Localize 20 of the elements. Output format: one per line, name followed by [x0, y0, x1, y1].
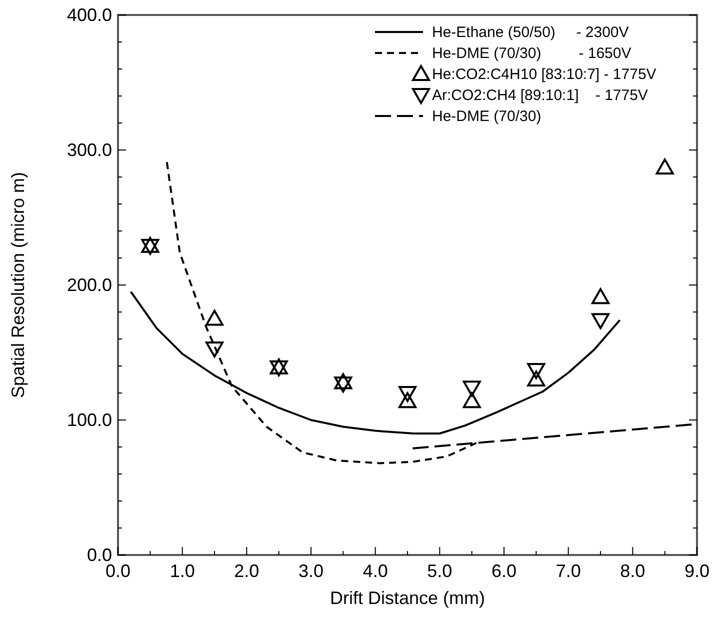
x-tick-label: 7.0 [556, 561, 581, 581]
x-tick-label: 8.0 [620, 561, 646, 581]
legend-label: He-DME (70/30) [432, 108, 542, 125]
x-tick-label: 1.0 [170, 561, 195, 581]
x-tick-label: 3.0 [298, 561, 324, 581]
x-tick-label: 9.0 [684, 561, 710, 581]
x-axis-title: Drift Distance (mm) [330, 588, 486, 608]
y-tick-label: 400.0 [66, 5, 112, 25]
legend-label: He:CO2:C4H10 [83:10:7] - 1775V [432, 66, 656, 83]
y-axis-title: Spatial Resolution (micro m) [8, 172, 28, 398]
x-tick-label: 2.0 [234, 561, 260, 581]
x-tick-label: 6.0 [491, 561, 517, 581]
legend-label: He-DME (70/30) - 1650V [432, 45, 632, 62]
y-tick-label: 100.0 [66, 410, 112, 430]
y-tick-label: 200.0 [66, 275, 112, 295]
x-tick-label: 4.0 [362, 561, 388, 581]
x-tick-label: 5.0 [427, 561, 452, 581]
y-tick-label: 300.0 [66, 140, 112, 160]
legend-label: Ar:CO2:CH4 [89:10:1] - 1775V [432, 87, 648, 104]
legend-label: He-Ethane (50/50) - 2300V [432, 24, 629, 41]
